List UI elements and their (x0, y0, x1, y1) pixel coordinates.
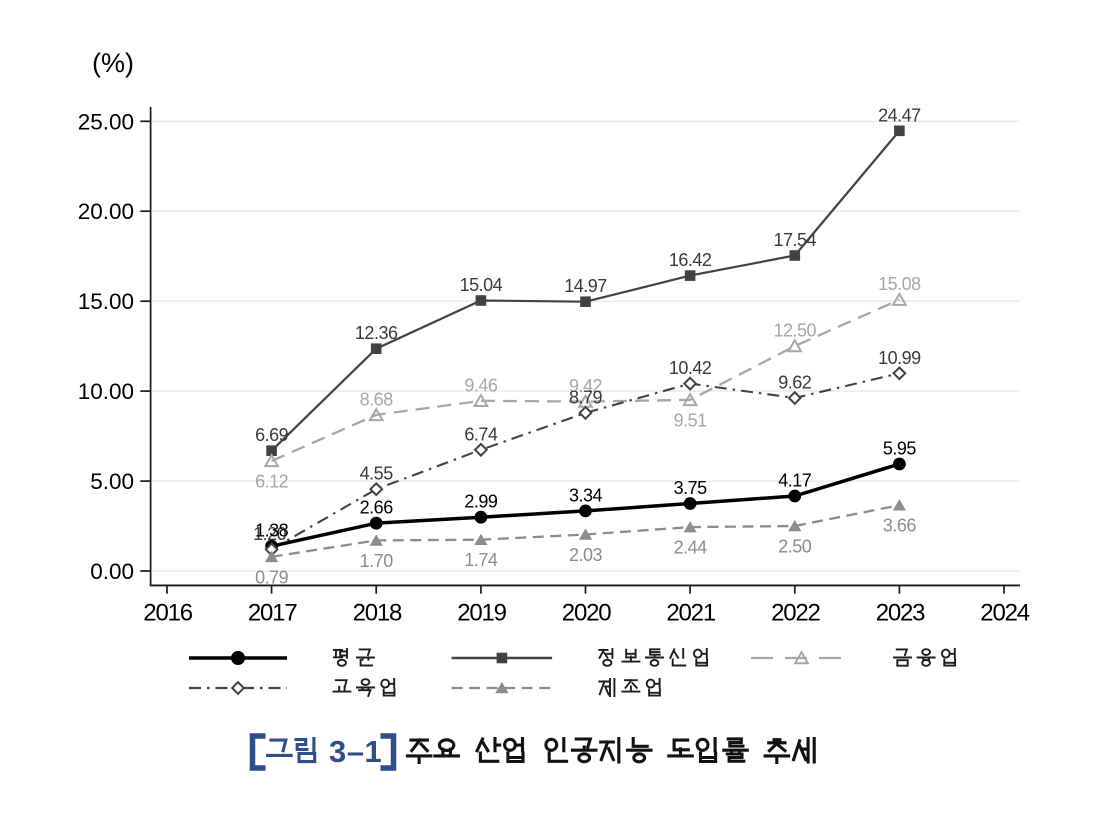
svg-text:2016: 2016 (143, 600, 192, 627)
svg-text:9.46: 9.46 (464, 375, 498, 395)
svg-text:2.66: 2.66 (360, 498, 394, 518)
svg-text:17.54: 17.54 (774, 230, 817, 250)
svg-text:14.97: 14.97 (564, 276, 607, 296)
svg-text:10.00: 10.00 (78, 379, 134, 404)
svg-text:3.66: 3.66 (883, 516, 917, 536)
svg-text:3.34: 3.34 (569, 485, 603, 505)
svg-text:2020: 2020 (562, 600, 611, 627)
svg-text:3.75: 3.75 (674, 478, 708, 498)
svg-text:2022: 2022 (771, 600, 820, 627)
svg-text:25.00: 25.00 (78, 109, 134, 134)
svg-text:12.50: 12.50 (774, 321, 817, 341)
svg-text:3–1: 3–1 (329, 734, 382, 769)
svg-text:8.79: 8.79 (569, 387, 603, 407)
svg-text:15.00: 15.00 (78, 289, 134, 314)
svg-text:2.03: 2.03 (569, 545, 603, 565)
svg-text:0.79: 0.79 (255, 567, 289, 587)
svg-text:(%): (%) (92, 48, 134, 78)
svg-text:5.95: 5.95 (883, 439, 917, 459)
svg-text:2.99: 2.99 (464, 492, 498, 512)
svg-text:12.36: 12.36 (355, 323, 398, 343)
svg-text:2017: 2017 (248, 600, 297, 627)
svg-text:9.51: 9.51 (674, 410, 708, 430)
svg-text:20.00: 20.00 (78, 199, 134, 224)
svg-text:1.74: 1.74 (464, 550, 498, 570)
svg-text:1.70: 1.70 (360, 551, 394, 571)
svg-text:16.42: 16.42 (669, 250, 712, 270)
svg-text:2.44: 2.44 (674, 538, 708, 558)
svg-text:6.12: 6.12 (255, 471, 289, 491)
svg-text:2024: 2024 (980, 600, 1029, 627)
svg-text:2023: 2023 (876, 600, 925, 627)
svg-text:2019: 2019 (457, 600, 506, 627)
svg-text:10.42: 10.42 (669, 358, 712, 378)
svg-text:4.17: 4.17 (778, 471, 812, 491)
svg-text:6.69: 6.69 (255, 425, 289, 445)
svg-text:6.74: 6.74 (464, 424, 498, 444)
svg-text:2021: 2021 (666, 600, 715, 627)
svg-text:15.08: 15.08 (878, 274, 921, 294)
svg-text:4.55: 4.55 (360, 464, 394, 484)
svg-text:15.04: 15.04 (460, 275, 503, 295)
svg-text:9.62: 9.62 (778, 373, 812, 393)
svg-text:2018: 2018 (353, 600, 402, 627)
svg-text:1.38: 1.38 (255, 521, 289, 541)
svg-text:2.50: 2.50 (778, 537, 812, 557)
svg-text:24.47: 24.47 (878, 105, 921, 125)
svg-text:8.68: 8.68 (360, 389, 394, 409)
svg-text:10.99: 10.99 (878, 348, 921, 368)
svg-text:0.00: 0.00 (90, 559, 134, 584)
svg-text:5.00: 5.00 (90, 469, 134, 494)
svg-text:1.20: 1.20 (253, 524, 287, 544)
svg-text:9.42: 9.42 (569, 376, 603, 396)
